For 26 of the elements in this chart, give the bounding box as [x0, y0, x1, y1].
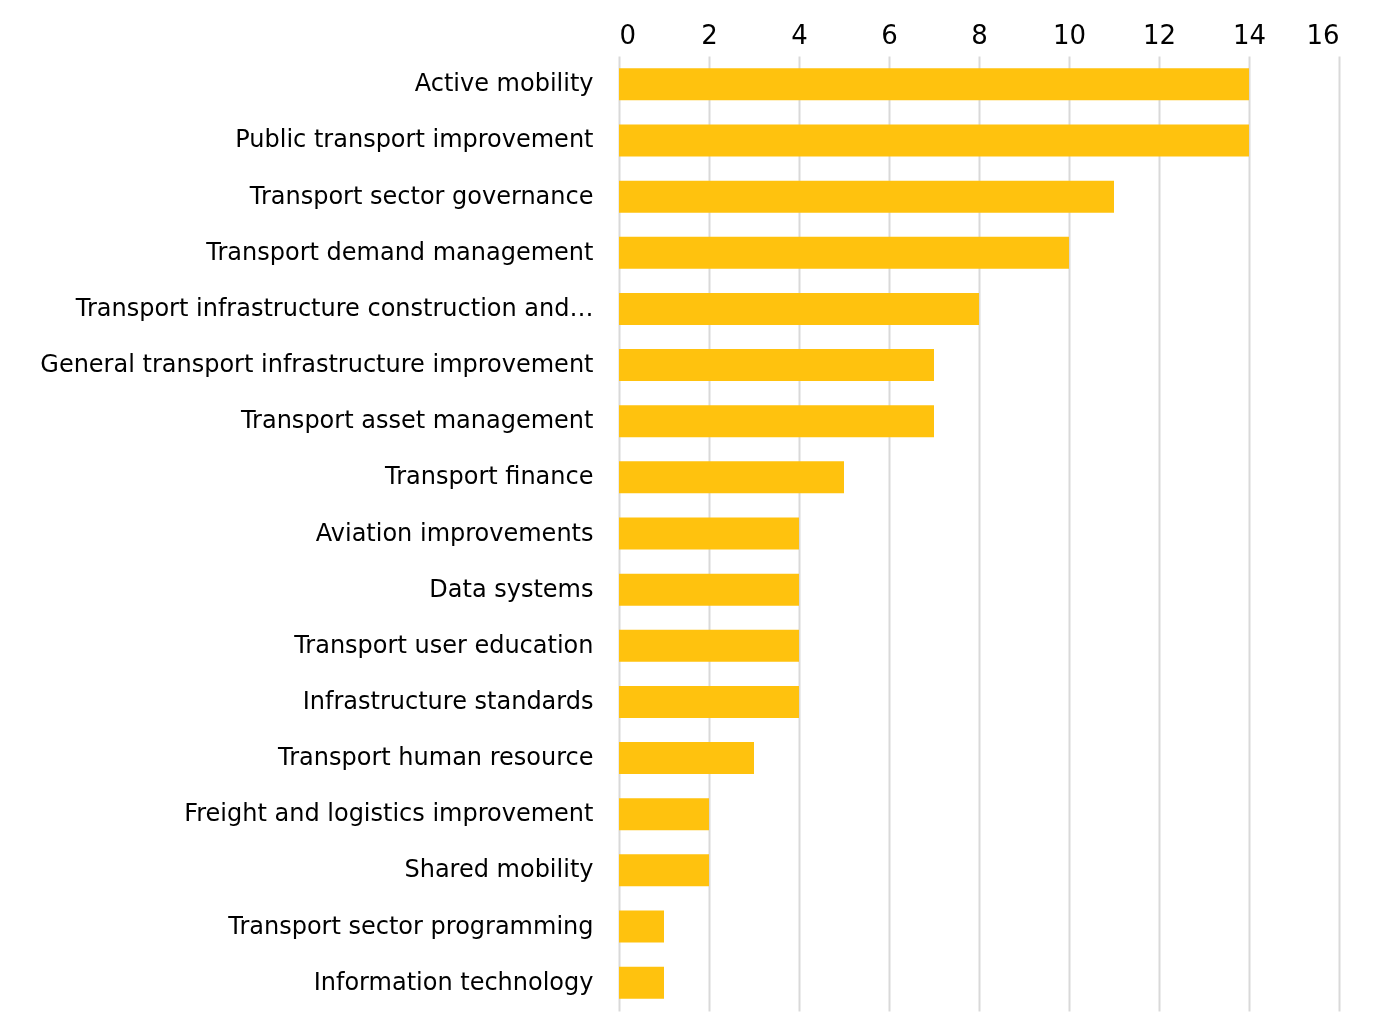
x-tick-label: 4: [791, 19, 808, 50]
x-tick-label: 2: [701, 19, 718, 50]
y-tick-label: Transport sector programming: [227, 911, 594, 940]
x-tick-label: 16: [1306, 19, 1340, 50]
y-tick-label: Information technology: [313, 967, 594, 996]
y-tick-label: General transport infrastructure improvement: [40, 350, 594, 379]
x-tick-label: 10: [1052, 19, 1087, 50]
y-tick-label: Infrastructure standards: [302, 686, 594, 715]
x-tick-label: 14: [1232, 19, 1267, 50]
y-tick-label: Active mobility: [414, 69, 594, 98]
y-tick-label: Aviation improvements: [315, 518, 594, 547]
y-tick-label: Transport finance: [384, 462, 594, 491]
y-tick-label: Transport user education: [293, 630, 594, 659]
y-tick-label: Shared mobility: [404, 855, 594, 884]
x-tick-label: 8: [971, 19, 988, 50]
y-tick-label: Transport infrastructure construction and…: [74, 293, 594, 322]
y-tick-label: Transport sector governance: [248, 181, 594, 210]
x-tick-label: 6: [881, 19, 898, 50]
y-tick-label: Data systems: [429, 574, 594, 603]
y-tick-label: Transport human resource: [277, 743, 594, 772]
y-tick-label: Public transport improvement: [235, 125, 594, 154]
x-tick-label: 0: [619, 19, 637, 50]
y-tick-label: Freight and logistics improvement: [184, 799, 594, 828]
y-tick-label: Transport demand management: [205, 237, 594, 266]
x-tick-label: 12: [1142, 19, 1177, 50]
y-tick-label: Transport asset management: [239, 406, 594, 435]
